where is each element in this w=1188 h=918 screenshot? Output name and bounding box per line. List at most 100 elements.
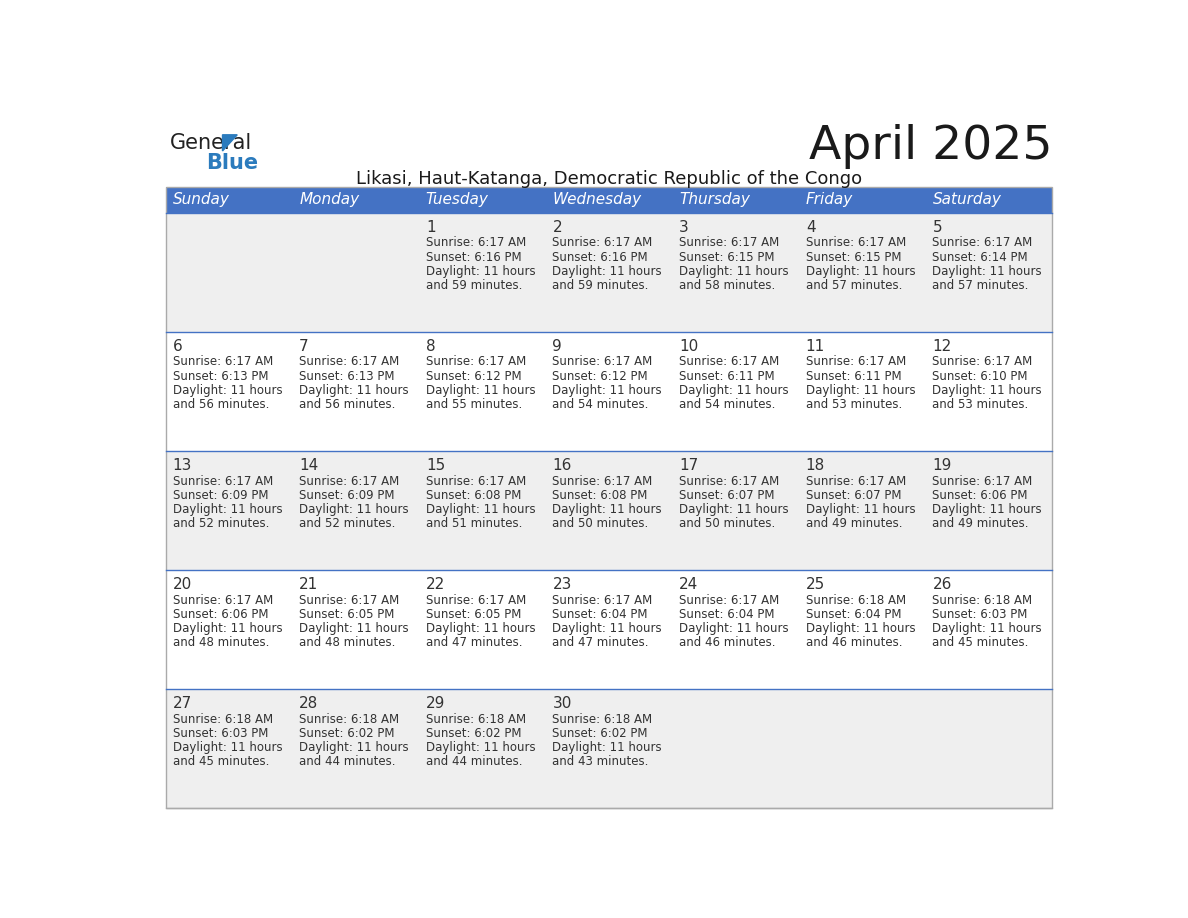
Text: 14: 14 — [299, 458, 318, 474]
Text: Sunset: 6:07 PM: Sunset: 6:07 PM — [680, 488, 775, 502]
Text: 2: 2 — [552, 220, 562, 235]
Text: and 45 minutes.: and 45 minutes. — [933, 636, 1029, 649]
Text: and 56 minutes.: and 56 minutes. — [299, 398, 396, 411]
Text: Daylight: 11 hours: Daylight: 11 hours — [299, 384, 409, 397]
Bar — [165, 213, 1053, 331]
Text: and 50 minutes.: and 50 minutes. — [552, 517, 649, 531]
Text: 27: 27 — [172, 697, 191, 711]
Text: Blue: Blue — [207, 152, 259, 173]
Text: Sunset: 6:15 PM: Sunset: 6:15 PM — [680, 251, 775, 263]
Text: Thursday: Thursday — [680, 193, 750, 207]
Text: Likasi, Haut-Katanga, Democratic Republic of the Congo: Likasi, Haut-Katanga, Democratic Republi… — [355, 170, 862, 188]
Text: 16: 16 — [552, 458, 571, 474]
Text: Sunrise: 6:17 AM: Sunrise: 6:17 AM — [299, 475, 399, 487]
Text: and 46 minutes.: and 46 minutes. — [680, 636, 776, 649]
Text: Daylight: 11 hours: Daylight: 11 hours — [680, 265, 789, 278]
Text: 25: 25 — [805, 577, 824, 592]
Text: 17: 17 — [680, 458, 699, 474]
Text: and 58 minutes.: and 58 minutes. — [680, 279, 776, 292]
Text: and 49 minutes.: and 49 minutes. — [805, 517, 903, 531]
Text: Sunrise: 6:17 AM: Sunrise: 6:17 AM — [172, 475, 273, 487]
Text: and 49 minutes.: and 49 minutes. — [933, 517, 1029, 531]
Text: Sunset: 6:16 PM: Sunset: 6:16 PM — [552, 251, 649, 263]
Text: Daylight: 11 hours: Daylight: 11 hours — [933, 384, 1042, 397]
Text: Daylight: 11 hours: Daylight: 11 hours — [552, 384, 662, 397]
Text: Sunrise: 6:17 AM: Sunrise: 6:17 AM — [933, 355, 1032, 368]
Text: Monday: Monday — [299, 193, 359, 207]
Text: and 59 minutes.: and 59 minutes. — [425, 279, 523, 292]
Text: 22: 22 — [425, 577, 446, 592]
Text: and 48 minutes.: and 48 minutes. — [299, 636, 396, 649]
Text: Sunrise: 6:17 AM: Sunrise: 6:17 AM — [172, 594, 273, 607]
Text: Daylight: 11 hours: Daylight: 11 hours — [552, 741, 662, 754]
Text: Sunset: 6:02 PM: Sunset: 6:02 PM — [299, 727, 394, 740]
Bar — [165, 688, 1053, 808]
Text: 18: 18 — [805, 458, 824, 474]
Text: Daylight: 11 hours: Daylight: 11 hours — [552, 622, 662, 635]
Text: Sunset: 6:04 PM: Sunset: 6:04 PM — [805, 608, 902, 621]
Text: Sunset: 6:03 PM: Sunset: 6:03 PM — [172, 727, 268, 740]
Text: and 57 minutes.: and 57 minutes. — [805, 279, 902, 292]
Text: Sunrise: 6:18 AM: Sunrise: 6:18 AM — [299, 712, 399, 725]
Text: Daylight: 11 hours: Daylight: 11 hours — [680, 384, 789, 397]
Text: Daylight: 11 hours: Daylight: 11 hours — [172, 741, 282, 754]
Text: Sunrise: 6:17 AM: Sunrise: 6:17 AM — [805, 237, 906, 250]
Text: Sunrise: 6:17 AM: Sunrise: 6:17 AM — [680, 355, 779, 368]
Bar — [165, 331, 1053, 451]
Text: Sunset: 6:16 PM: Sunset: 6:16 PM — [425, 251, 522, 263]
Text: 15: 15 — [425, 458, 446, 474]
Text: and 50 minutes.: and 50 minutes. — [680, 517, 776, 531]
Text: Sunrise: 6:17 AM: Sunrise: 6:17 AM — [680, 475, 779, 487]
Text: Sunrise: 6:17 AM: Sunrise: 6:17 AM — [805, 475, 906, 487]
Text: Sunrise: 6:17 AM: Sunrise: 6:17 AM — [425, 355, 526, 368]
Text: and 53 minutes.: and 53 minutes. — [805, 398, 902, 411]
Text: Sunset: 6:07 PM: Sunset: 6:07 PM — [805, 488, 902, 502]
Text: Daylight: 11 hours: Daylight: 11 hours — [805, 503, 916, 516]
Text: Daylight: 11 hours: Daylight: 11 hours — [425, 741, 536, 754]
Text: Sunrise: 6:17 AM: Sunrise: 6:17 AM — [172, 355, 273, 368]
Text: Sunset: 6:06 PM: Sunset: 6:06 PM — [933, 488, 1028, 502]
Text: Sunrise: 6:17 AM: Sunrise: 6:17 AM — [425, 237, 526, 250]
Text: Sunrise: 6:17 AM: Sunrise: 6:17 AM — [933, 237, 1032, 250]
Text: Sunset: 6:10 PM: Sunset: 6:10 PM — [933, 370, 1028, 383]
Text: 12: 12 — [933, 340, 952, 354]
Bar — [419, 187, 545, 213]
Text: Sunset: 6:11 PM: Sunset: 6:11 PM — [680, 370, 775, 383]
Text: Daylight: 11 hours: Daylight: 11 hours — [680, 622, 789, 635]
Text: Sunset: 6:09 PM: Sunset: 6:09 PM — [299, 488, 394, 502]
Text: and 52 minutes.: and 52 minutes. — [299, 517, 396, 531]
Text: 5: 5 — [933, 220, 942, 235]
Text: 7: 7 — [299, 340, 309, 354]
Text: Sunset: 6:12 PM: Sunset: 6:12 PM — [552, 370, 649, 383]
Text: Sunset: 6:11 PM: Sunset: 6:11 PM — [805, 370, 902, 383]
Text: and 51 minutes.: and 51 minutes. — [425, 517, 523, 531]
Text: Sunrise: 6:17 AM: Sunrise: 6:17 AM — [680, 237, 779, 250]
Text: and 52 minutes.: and 52 minutes. — [172, 517, 268, 531]
Text: 3: 3 — [680, 220, 689, 235]
Bar — [672, 187, 798, 213]
Text: Daylight: 11 hours: Daylight: 11 hours — [680, 503, 789, 516]
Bar — [165, 451, 1053, 570]
Text: Daylight: 11 hours: Daylight: 11 hours — [172, 622, 282, 635]
Text: 26: 26 — [933, 577, 952, 592]
Text: and 44 minutes.: and 44 minutes. — [299, 756, 396, 768]
Text: Sunset: 6:03 PM: Sunset: 6:03 PM — [933, 608, 1028, 621]
Text: Sunrise: 6:17 AM: Sunrise: 6:17 AM — [933, 475, 1032, 487]
Text: Sunset: 6:14 PM: Sunset: 6:14 PM — [933, 251, 1028, 263]
Text: 29: 29 — [425, 697, 446, 711]
Text: 23: 23 — [552, 577, 571, 592]
Text: and 44 minutes.: and 44 minutes. — [425, 756, 523, 768]
Text: Daylight: 11 hours: Daylight: 11 hours — [299, 622, 409, 635]
Text: Sunset: 6:12 PM: Sunset: 6:12 PM — [425, 370, 522, 383]
Text: Sunrise: 6:17 AM: Sunrise: 6:17 AM — [552, 594, 652, 607]
Text: and 47 minutes.: and 47 minutes. — [425, 636, 523, 649]
Text: Daylight: 11 hours: Daylight: 11 hours — [805, 265, 916, 278]
Text: and 57 minutes.: and 57 minutes. — [933, 279, 1029, 292]
Bar — [545, 187, 672, 213]
Text: Sunrise: 6:17 AM: Sunrise: 6:17 AM — [680, 594, 779, 607]
Text: 30: 30 — [552, 697, 571, 711]
Text: Daylight: 11 hours: Daylight: 11 hours — [172, 384, 282, 397]
Text: Sunrise: 6:17 AM: Sunrise: 6:17 AM — [805, 355, 906, 368]
Text: and 54 minutes.: and 54 minutes. — [552, 398, 649, 411]
Text: 19: 19 — [933, 458, 952, 474]
